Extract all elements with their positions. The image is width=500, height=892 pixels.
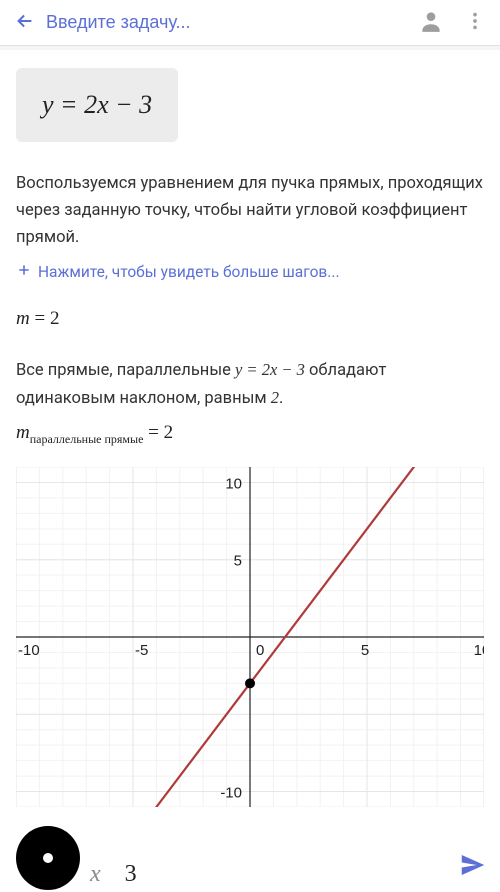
topbar	[0, 0, 500, 46]
step2-text: Все прямые, параллельные y = 2x − 3 обла…	[16, 356, 484, 412]
graph-svg: -10 -5 0 5 10 10 5 -10	[16, 467, 484, 807]
equation-text: y = 2x − 3	[42, 90, 152, 119]
val-2: 2	[50, 308, 60, 329]
equals2: =	[148, 422, 159, 443]
step2-val: 2	[271, 388, 279, 407]
fab-button[interactable]	[16, 826, 80, 890]
step1-text: Воспользуемся уравнением для пучка прямы…	[16, 170, 484, 252]
svg-text:10: 10	[474, 642, 484, 659]
val-2b: 2	[164, 422, 174, 443]
expand-steps-button[interactable]: Нажмите, чтобы увидеть больше шагов...	[16, 262, 484, 282]
plus-icon	[16, 262, 32, 282]
parallel-slope-result: mпараллельные прямые = 2	[16, 422, 484, 447]
svg-text:-10: -10	[220, 784, 242, 801]
send-icon[interactable]	[458, 850, 488, 884]
svg-text:5: 5	[361, 642, 369, 659]
slope-result: m = 2	[16, 308, 484, 330]
equals: =	[34, 308, 45, 329]
expand-label: Нажмите, чтобы увидеть больше шагов...	[38, 263, 340, 281]
back-icon[interactable]	[8, 4, 42, 42]
var-m2: m	[16, 422, 30, 443]
svg-text:-5: -5	[135, 642, 148, 659]
bottom-fragment: x 3	[90, 861, 137, 888]
svg-text:5: 5	[234, 553, 242, 570]
svg-text:0: 0	[256, 642, 264, 659]
svg-text:-10: -10	[18, 642, 40, 659]
solution-content: y = 2x − 3 Воспользуемся уравнением для …	[0, 50, 500, 892]
step2-eq: y = 2x − 3	[235, 360, 305, 379]
input-equation-box[interactable]: y = 2x − 3	[16, 68, 178, 142]
fab-dot-icon	[43, 853, 53, 863]
step2-prefix: Все прямые, параллельные	[16, 361, 235, 380]
var-m: m	[16, 308, 30, 329]
graph[interactable]: -10 -5 0 5 10 10 5 -10	[16, 467, 484, 807]
sub-parallel: параллельные прямые	[30, 432, 144, 446]
step2-suffix: .	[279, 389, 283, 408]
search-input[interactable]	[46, 12, 412, 33]
avatar-icon[interactable]	[412, 2, 450, 44]
kebab-menu-icon[interactable]	[458, 4, 492, 42]
svg-text:10: 10	[225, 475, 242, 492]
